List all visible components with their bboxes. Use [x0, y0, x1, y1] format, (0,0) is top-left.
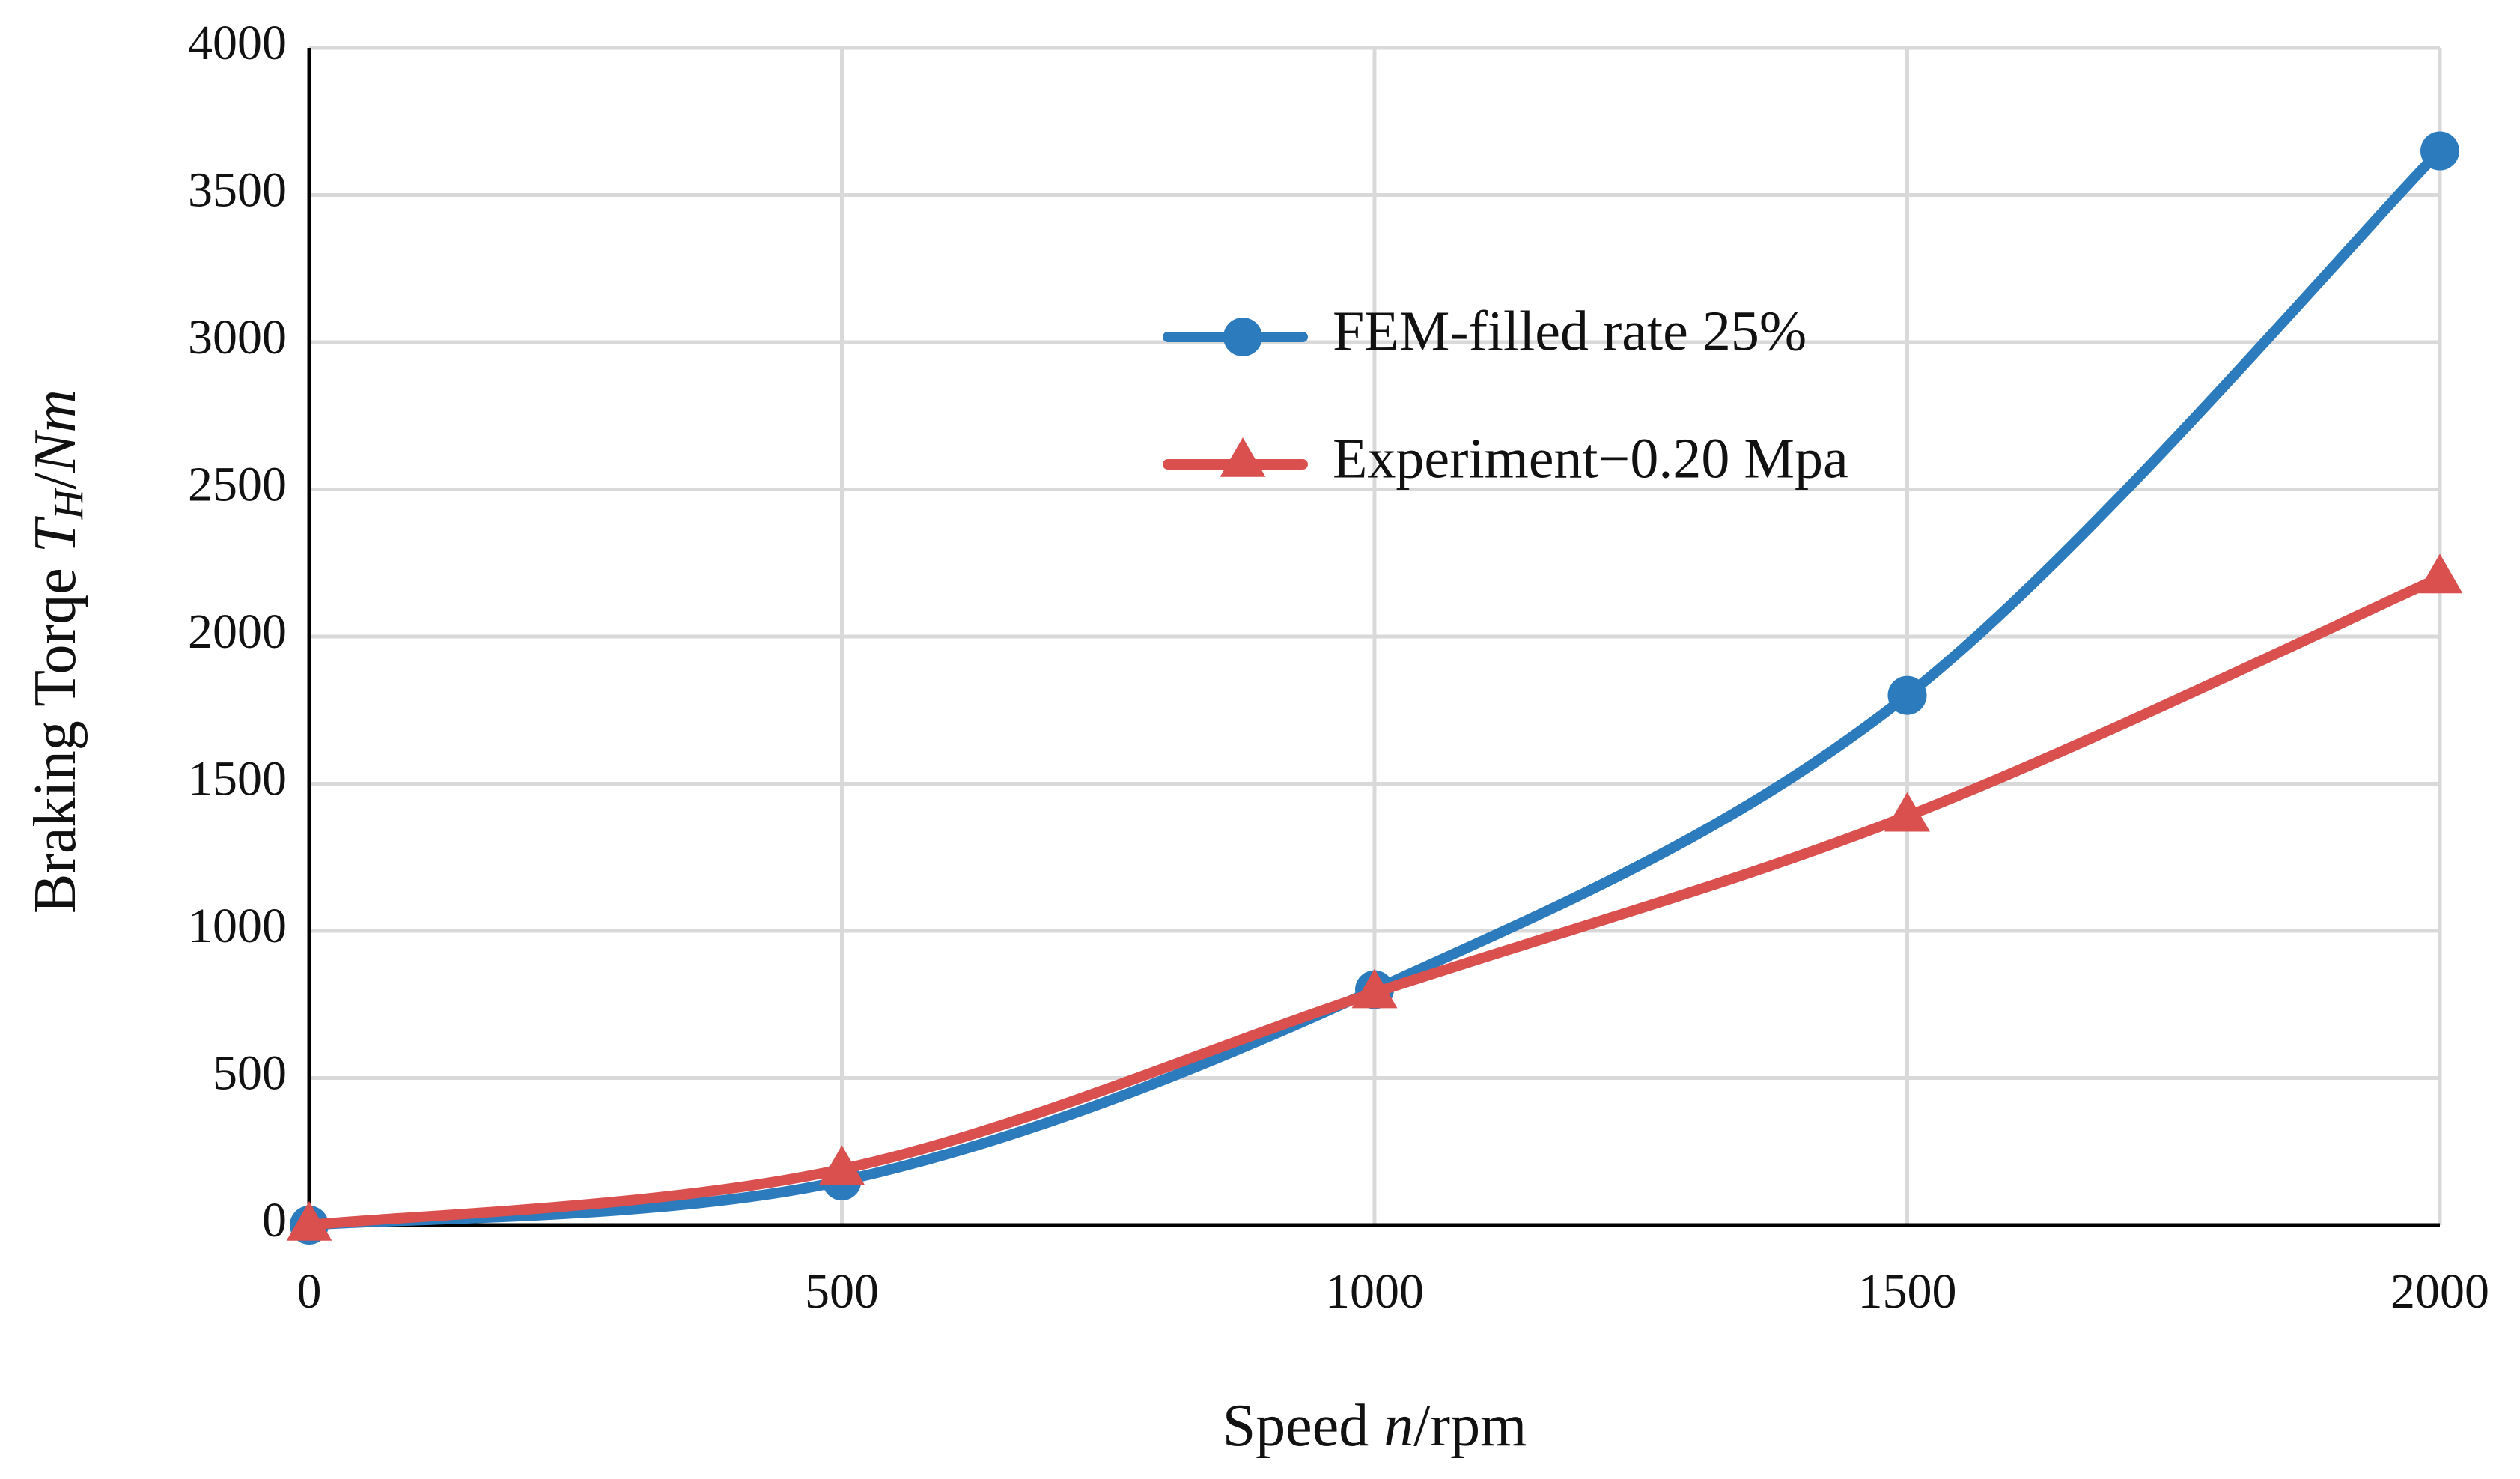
series-1 — [286, 553, 2463, 1241]
y-tick-label: 500 — [213, 1046, 287, 1101]
y-tick-label: 3000 — [188, 310, 287, 365]
legend: FEM-filled rate 25% Experiment−0.20 Mpa — [1163, 300, 1848, 490]
x-tick-label: 500 — [805, 1264, 879, 1319]
x-tick-label: 1500 — [1858, 1264, 1957, 1319]
legend-item-experiment: Experiment−0.20 Mpa — [1163, 427, 1848, 490]
y-tick-label: 1000 — [188, 899, 287, 953]
gridlines — [309, 46, 2442, 1225]
data-point — [1351, 968, 1398, 1009]
data-point — [1884, 792, 1930, 832]
data-point — [2417, 553, 2463, 594]
x-tick-label: 0 — [297, 1264, 322, 1319]
y-tick-label: 0 — [262, 1193, 287, 1248]
data-point — [1887, 675, 1927, 715]
y-axis-title: Braking Torqe TH/Nm — [22, 389, 92, 914]
data-point — [819, 1145, 865, 1185]
x-axis-title: Speed n/rpm — [1223, 1393, 1527, 1459]
x-tick-labels: 0 500 1000 1500 2000 — [297, 1264, 2490, 1319]
y-tick-label: 4000 — [188, 16, 287, 70]
legend-item-fem: FEM-filled rate 25% — [1163, 300, 1807, 362]
series-line — [304, 145, 2445, 1230]
y-tick-label: 1500 — [188, 752, 287, 807]
x-tick-label: 2000 — [2390, 1264, 2489, 1319]
series — [286, 131, 2463, 1245]
y-tick-labels: 0 500 1000 1500 2000 2500 3000 3500 4000 — [188, 16, 287, 1248]
legend-marker-fem-icon — [1223, 318, 1262, 356]
y-tick-label: 3500 — [188, 163, 287, 218]
legend-marker-experiment-icon — [1220, 437, 1266, 477]
legend-label-fem: FEM-filled rate 25% — [1333, 300, 1807, 362]
y-tick-label: 2000 — [188, 604, 287, 659]
axes — [307, 48, 2440, 1227]
x-tick-label: 1000 — [1325, 1264, 1424, 1319]
data-point — [286, 1201, 332, 1241]
legend-label-experiment: Experiment−0.20 Mpa — [1333, 427, 1848, 490]
y-tick-label: 2500 — [188, 458, 287, 512]
data-point — [2420, 131, 2459, 171]
